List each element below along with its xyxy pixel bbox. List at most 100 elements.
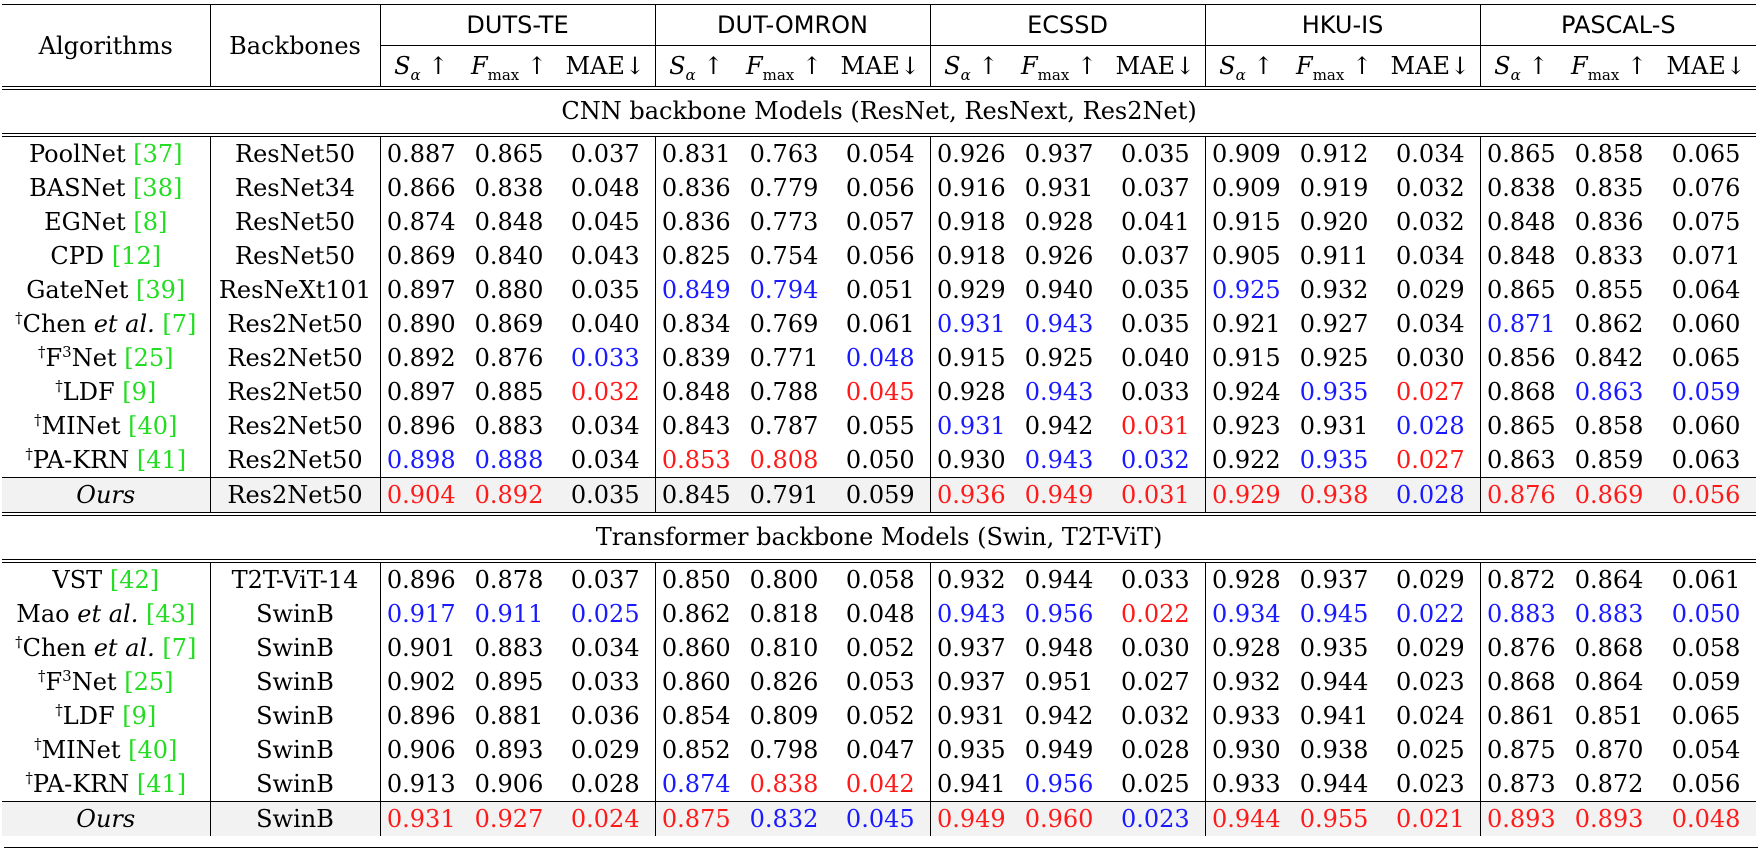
metric-value: 0.912 bbox=[1299, 140, 1369, 168]
metric-value: 0.048 bbox=[1656, 801, 1757, 836]
metric-value: 0.871 bbox=[1479, 307, 1563, 341]
metric-value: 0.848 bbox=[1479, 205, 1563, 239]
metric-value: 0.060 bbox=[1671, 412, 1741, 440]
metric-value: 0.834 bbox=[654, 307, 738, 341]
metric-value: 0.934 bbox=[1204, 597, 1288, 631]
metric-s-subscript: α bbox=[685, 65, 696, 84]
metric-value: 0.052 bbox=[845, 702, 915, 730]
metric-value: 0.034 bbox=[570, 412, 640, 440]
metric-value: 0.955 bbox=[1287, 801, 1382, 836]
metric-value: 0.033 bbox=[570, 344, 640, 372]
metric-value: 0.840 bbox=[474, 242, 544, 270]
dagger-mark: † bbox=[25, 445, 33, 463]
metric-value: 0.918 bbox=[929, 239, 1013, 273]
metric-value: 0.836 bbox=[654, 171, 738, 205]
arrow-up-icon: ↑ bbox=[794, 52, 823, 80]
metric-value: 0.887 bbox=[379, 135, 462, 171]
metric-value: 0.911 bbox=[1299, 242, 1369, 270]
metric-value: 0.034 bbox=[570, 446, 640, 474]
algorithm-name: LDF bbox=[62, 702, 123, 730]
metric-value: 0.893 bbox=[1479, 801, 1563, 836]
metric-value: 0.933 bbox=[1204, 767, 1288, 802]
metric-value: 0.874 bbox=[379, 205, 462, 239]
algorithm-name: F bbox=[45, 668, 63, 696]
metric-value: 0.037 bbox=[1120, 174, 1190, 202]
metric-f-subscript: max bbox=[487, 65, 520, 84]
metric-value: 0.937 bbox=[1299, 566, 1369, 594]
metric-value: 0.856 bbox=[1479, 341, 1563, 375]
metric-value: 0.050 bbox=[845, 446, 915, 474]
metric-value: 0.037 bbox=[570, 566, 640, 594]
metric-value: 0.798 bbox=[749, 736, 819, 764]
metric-value: 0.048 bbox=[845, 344, 915, 372]
metric-value: 0.063 bbox=[1671, 446, 1741, 474]
algorithm-name: GateNet bbox=[26, 276, 137, 304]
arrow-up-icon: ↑ bbox=[1069, 52, 1098, 80]
arrow-up-icon: ↑ bbox=[519, 52, 548, 80]
results-table: Algorithms Backbones DUTS-TE DUT-OMRON E… bbox=[2, 4, 1757, 836]
table-row: †PA-KRN [41] Res2Net50 0.898 0.888 0.034 0.85… bbox=[2, 443, 1756, 478]
algorithm-name-cell: EGNet [8] bbox=[2, 205, 210, 239]
metric-value: 0.025 bbox=[570, 600, 640, 628]
metric-value: 0.045 bbox=[845, 378, 915, 406]
metric-f-subscript: max bbox=[1037, 65, 1070, 84]
metric-value: 0.948 bbox=[1024, 634, 1094, 662]
algorithm-name-cell: †LDF [9] bbox=[2, 375, 210, 409]
metric-value: 0.029 bbox=[1395, 634, 1465, 662]
metric-value: 0.061 bbox=[1671, 566, 1741, 594]
table-row: †LDF [9] Res2Net50 0.897 0.885 0.032 0.848 0.7… bbox=[2, 375, 1756, 409]
algorithm-name: LDF bbox=[62, 378, 123, 406]
metric-value: 0.885 bbox=[474, 378, 544, 406]
metric-value: 0.920 bbox=[1299, 208, 1369, 236]
backbone-cell: T2T-ViT-14 bbox=[209, 561, 380, 597]
metric-value: 0.836 bbox=[654, 205, 738, 239]
metric-value: 0.926 bbox=[1024, 242, 1094, 270]
metric-value: 0.943 bbox=[929, 597, 1013, 631]
metric-value: 0.025 bbox=[1395, 736, 1465, 764]
metric-value: 0.037 bbox=[570, 140, 640, 168]
table-row: †F3Net [25] Res2Net50 0.892 0.876 0.033 0.839… bbox=[2, 341, 1756, 375]
metric-value: 0.032 bbox=[570, 378, 640, 406]
metric-value: 0.932 bbox=[1204, 665, 1288, 699]
metric-value: 0.779 bbox=[749, 174, 819, 202]
metric-value: 0.836 bbox=[1574, 208, 1644, 236]
metric-header-mae: MAE↓ bbox=[1656, 45, 1757, 90]
metric-value: 0.042 bbox=[845, 770, 915, 798]
table-row: †F3Net [25] SwinB 0.902 0.895 0.033 0.860 0.82… bbox=[2, 665, 1756, 699]
table-row: GateNet [39] ResNeXt101 0.897 0.880 0.035 0.8… bbox=[2, 273, 1756, 307]
metric-s-subscript: α bbox=[1235, 65, 1246, 84]
metric-f-symbol: F bbox=[470, 52, 488, 80]
metric-value: 0.931 bbox=[1299, 412, 1369, 440]
metric-value: 0.892 bbox=[462, 477, 556, 514]
metric-value: 0.888 bbox=[474, 446, 544, 474]
metric-value: 0.035 bbox=[1120, 140, 1190, 168]
metric-value: 0.868 bbox=[1479, 665, 1563, 699]
citation-ref: [9] bbox=[122, 702, 157, 730]
metric-value: 0.831 bbox=[654, 135, 738, 171]
table-row: Mao et al. [43] SwinB 0.917 0.911 0.025 0.862… bbox=[2, 597, 1756, 631]
metric-mae-label: MAE bbox=[565, 52, 625, 80]
metric-header-f-max: Fmax ↑ bbox=[1562, 45, 1657, 90]
metric-f-subscript: max bbox=[762, 65, 795, 84]
metric-value: 0.930 bbox=[929, 443, 1013, 478]
backbone-cell: Res2Net50 bbox=[209, 409, 380, 443]
citation-ref: [43] bbox=[145, 600, 196, 628]
metric-value: 0.924 bbox=[1204, 375, 1288, 409]
metric-value: 0.949 bbox=[1012, 477, 1107, 514]
metric-value: 0.056 bbox=[1656, 477, 1757, 514]
dagger-mark: † bbox=[15, 309, 23, 327]
metric-value: 0.876 bbox=[474, 344, 544, 372]
metric-value: 0.065 bbox=[1671, 702, 1741, 730]
algorithm-name: Mao bbox=[16, 600, 78, 628]
metric-value: 0.922 bbox=[1204, 443, 1288, 478]
section-header-row: CNN backbone Models (ResNet, ResNext, Re… bbox=[2, 88, 1757, 137]
citation-ref: [40] bbox=[128, 736, 178, 764]
metric-value: 0.862 bbox=[1574, 310, 1644, 338]
metric-value: 0.876 bbox=[1479, 477, 1563, 514]
table-row: †PA-KRN [41] SwinB 0.913 0.906 0.028 0.874 0.8… bbox=[2, 767, 1756, 802]
metric-value: 0.027 bbox=[1395, 446, 1465, 474]
header-row-datasets: Algorithms Backbones DUTS-TE DUT-OMRON E… bbox=[2, 4, 1757, 90]
section-title: CNN backbone Models (ResNet, ResNext, Re… bbox=[2, 88, 1757, 137]
backbone-cell: SwinB bbox=[209, 631, 380, 665]
metric-value: 0.036 bbox=[570, 702, 640, 730]
